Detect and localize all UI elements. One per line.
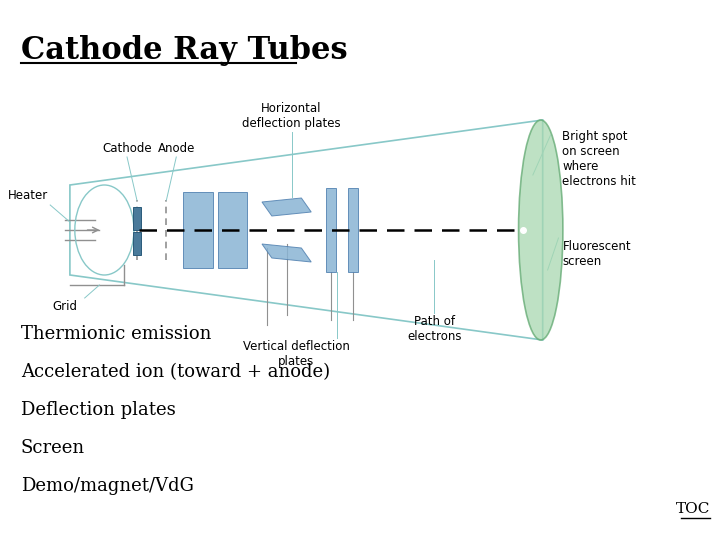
Text: Grid: Grid xyxy=(53,300,78,313)
Text: Horizontal
deflection plates: Horizontal deflection plates xyxy=(242,102,341,130)
Bar xyxy=(133,207,141,230)
Bar xyxy=(348,188,358,272)
Text: Vertical deflection
plates: Vertical deflection plates xyxy=(243,340,350,368)
Text: Thermionic emission: Thermionic emission xyxy=(21,325,211,343)
Text: Bright spot
on screen
where
electrons hit: Bright spot on screen where electrons hi… xyxy=(562,130,636,188)
Text: TOC: TOC xyxy=(676,502,710,516)
Text: Accelerated ion (toward + anode): Accelerated ion (toward + anode) xyxy=(21,363,330,381)
Polygon shape xyxy=(262,198,311,216)
Bar xyxy=(183,192,212,268)
Polygon shape xyxy=(262,244,311,262)
Text: Cathode: Cathode xyxy=(102,142,152,155)
Text: Path of
electrons: Path of electrons xyxy=(407,315,462,343)
Text: Deflection plates: Deflection plates xyxy=(21,401,176,419)
Text: Cathode Ray Tubes: Cathode Ray Tubes xyxy=(21,35,347,66)
Text: Heater: Heater xyxy=(8,189,48,202)
Text: Anode: Anode xyxy=(158,142,195,155)
Text: Screen: Screen xyxy=(21,439,85,457)
Bar xyxy=(326,188,336,272)
Text: Fluorescent
screen: Fluorescent screen xyxy=(562,240,631,268)
Text: Demo/magnet/VdG: Demo/magnet/VdG xyxy=(21,477,194,495)
Bar xyxy=(217,192,247,268)
Bar xyxy=(133,232,141,255)
Ellipse shape xyxy=(518,120,563,340)
